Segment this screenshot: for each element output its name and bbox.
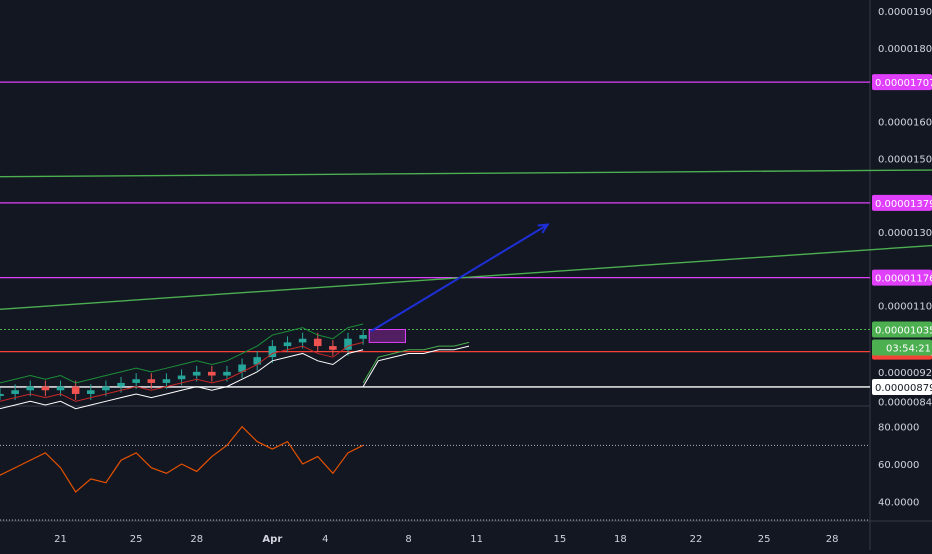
price-level-badge bbox=[872, 378, 932, 395]
candle-body bbox=[298, 338, 307, 343]
price-level-badge-label: 0.00001707 bbox=[875, 78, 932, 89]
candle-body bbox=[117, 382, 125, 387]
candle-body bbox=[56, 386, 65, 391]
candle-body bbox=[87, 390, 95, 394]
rsi-axis-label: 60.0000 bbox=[878, 460, 919, 471]
projection-arrow[interactable] bbox=[370, 223, 549, 333]
countdown-label: 03:54:21 bbox=[886, 344, 931, 355]
time-axis-label: 21 bbox=[54, 534, 67, 545]
price-level-badge-label: 0.00001379 bbox=[875, 199, 932, 210]
price-level-badge bbox=[872, 269, 932, 286]
price-level-badge bbox=[872, 321, 932, 338]
candle-body bbox=[192, 371, 201, 376]
time-axis-label: 15 bbox=[553, 534, 566, 545]
upper-channel-line bbox=[0, 323, 364, 384]
candle-body bbox=[132, 379, 140, 383]
lower-channel-line bbox=[0, 341, 364, 402]
countdown-badge bbox=[872, 339, 932, 356]
candle-body bbox=[102, 386, 110, 391]
price-level-badge-label: 0.00000879 bbox=[875, 383, 932, 394]
time-axis-label: 28 bbox=[826, 534, 839, 545]
candle-body bbox=[253, 357, 261, 365]
trendline[interactable] bbox=[0, 169, 932, 178]
candle-body bbox=[147, 379, 156, 383]
time-axis-label: 25 bbox=[130, 534, 143, 545]
trendline[interactable] bbox=[0, 239, 932, 310]
candle-body bbox=[268, 346, 277, 358]
price-level-badge bbox=[872, 194, 932, 211]
rsi-axis-label: 40.0000 bbox=[878, 497, 919, 508]
candle-body bbox=[0, 393, 4, 396]
price-level-badge-label: 0.00001035 bbox=[875, 326, 932, 337]
candle-body bbox=[359, 335, 367, 339]
projection-line-green bbox=[362, 341, 470, 384]
time-axis-label: 28 bbox=[190, 534, 203, 545]
candle-body bbox=[283, 342, 292, 347]
time-axis-label: 25 bbox=[758, 534, 771, 545]
candle-body bbox=[26, 386, 35, 391]
candle-body bbox=[208, 371, 216, 376]
price-level-badge bbox=[872, 74, 932, 91]
time-axis-label: 4 bbox=[322, 534, 328, 545]
candle-body bbox=[162, 379, 171, 383]
time-axis-label: Apr bbox=[262, 534, 282, 545]
time-axis-label: 18 bbox=[614, 534, 627, 545]
time-axis-label: 8 bbox=[405, 534, 411, 545]
candle-body bbox=[41, 386, 50, 391]
candle-body bbox=[71, 386, 80, 394]
price-level-badge-label: 0.00001176 bbox=[875, 274, 932, 285]
baseline-line bbox=[0, 349, 364, 410]
candle-body bbox=[329, 346, 337, 350]
time-axis-label: 22 bbox=[690, 534, 703, 545]
time-axis-label: 11 bbox=[470, 534, 483, 545]
candle-body bbox=[11, 390, 19, 394]
projection-box[interactable] bbox=[368, 329, 406, 343]
projection-line bbox=[362, 345, 470, 387]
rsi-line bbox=[0, 425, 364, 493]
projection-arrow-head bbox=[537, 223, 550, 234]
candle-body bbox=[344, 338, 352, 350]
candle-body bbox=[313, 338, 322, 347]
rsi-axis-label: 80.0000 bbox=[878, 423, 919, 434]
candle-body bbox=[238, 364, 246, 372]
candle-body bbox=[223, 371, 231, 376]
candle-body bbox=[177, 375, 186, 380]
